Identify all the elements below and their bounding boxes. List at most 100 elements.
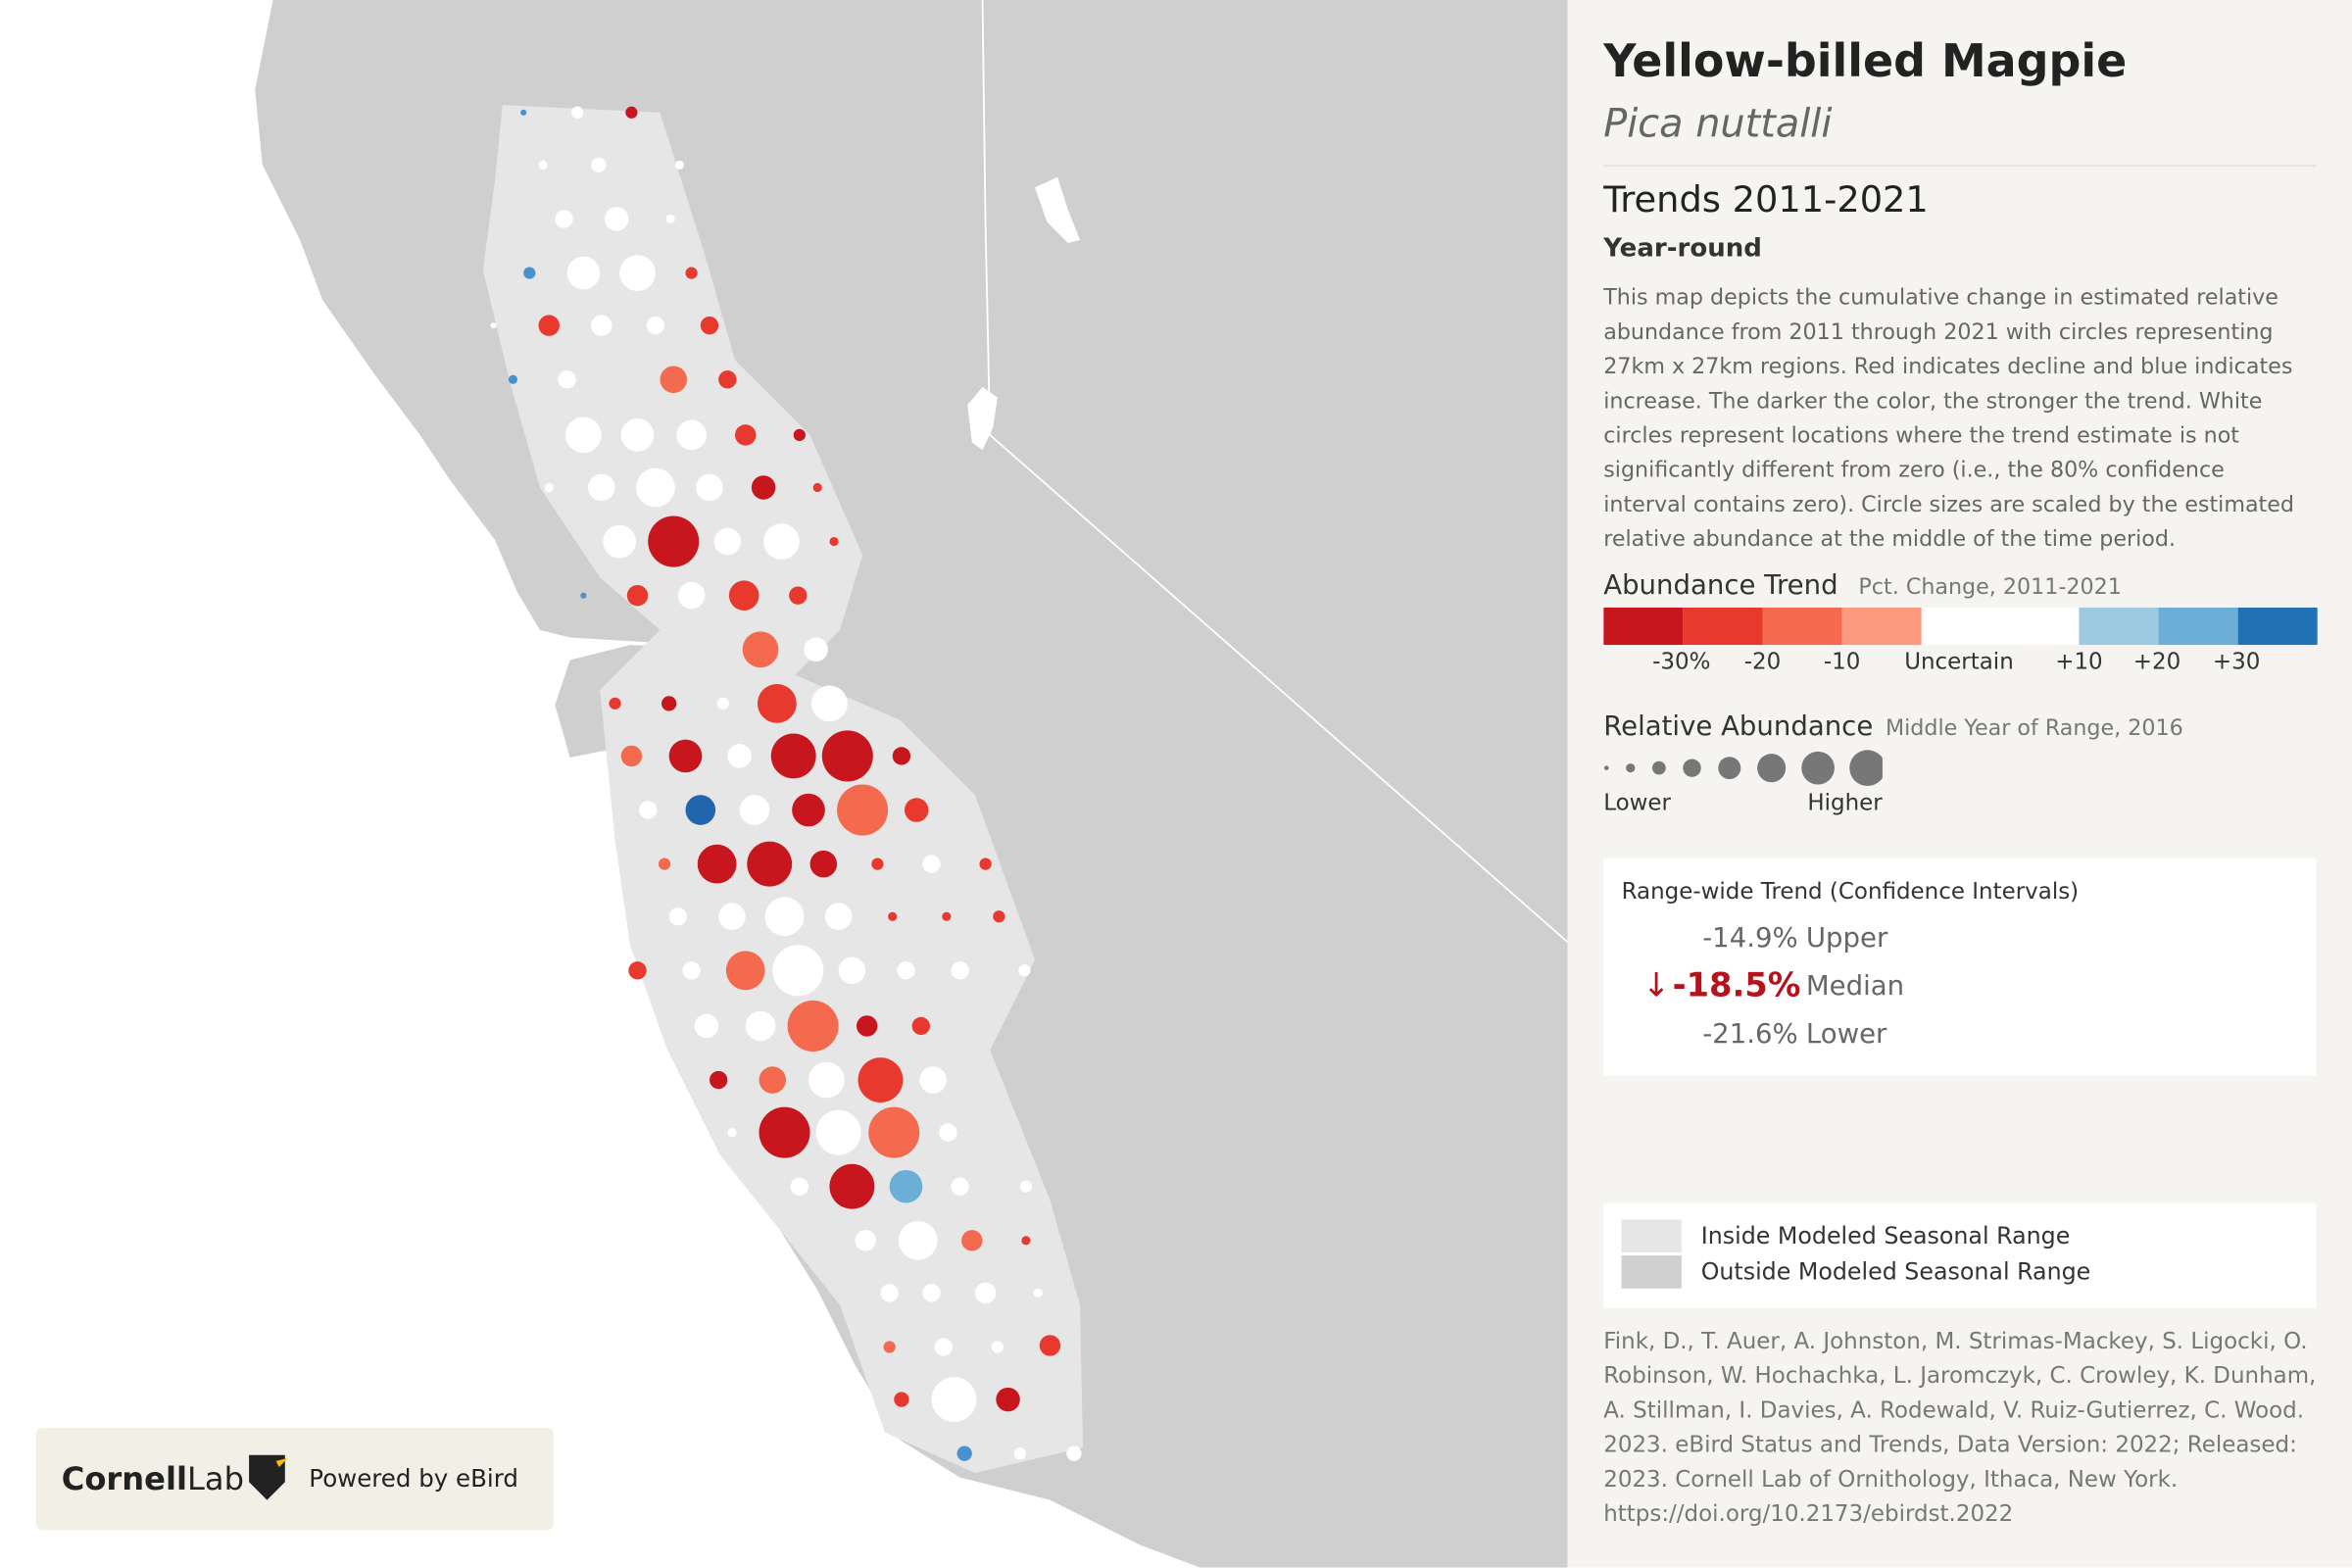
trend-circle xyxy=(674,160,684,170)
range-legend-box: Inside Modeled Seasonal Range Outside Mo… xyxy=(1603,1202,2317,1308)
trend-circle xyxy=(829,536,839,547)
trend-circle xyxy=(739,795,770,825)
trend-label: -30% xyxy=(1652,648,1711,675)
trend-label: +30 xyxy=(2212,648,2261,675)
trend-circle xyxy=(1033,1288,1043,1298)
trend-circle xyxy=(677,581,706,610)
swatch xyxy=(1921,607,2080,646)
state-border xyxy=(981,0,1568,943)
trend-circle xyxy=(523,267,536,279)
trend-circle xyxy=(883,1341,896,1353)
trend-circle xyxy=(696,473,723,502)
swatch xyxy=(1841,607,1922,646)
trend-circle xyxy=(520,109,527,116)
swatch xyxy=(1762,607,1842,646)
trend-circle xyxy=(904,798,929,822)
season: Year-round xyxy=(1603,233,1762,265)
trend-circle xyxy=(619,255,656,291)
trend-circle xyxy=(1018,964,1031,977)
trend-circle xyxy=(956,1446,972,1461)
size-dot xyxy=(1651,760,1666,775)
trend-circle xyxy=(804,637,828,662)
scientific-name: Pica nuttalli xyxy=(1603,102,1833,147)
trend-circle xyxy=(837,784,889,836)
trend-circle xyxy=(713,527,742,556)
trend-circle xyxy=(1021,1236,1031,1246)
trend-circle xyxy=(898,1220,938,1260)
trend-circle xyxy=(751,475,776,500)
trend-circle xyxy=(815,1109,861,1155)
trend-circle xyxy=(759,1106,810,1158)
abundance-low: Lower xyxy=(1603,789,1672,816)
size-dot xyxy=(1849,750,1883,787)
trend-circle xyxy=(635,467,675,508)
trend-circle xyxy=(763,523,800,560)
abundance-high: Higher xyxy=(1807,789,1883,816)
trend-circle xyxy=(544,482,554,493)
trend-circle xyxy=(697,844,737,884)
trend-circle xyxy=(665,214,675,224)
trend-circle xyxy=(587,473,615,502)
trend-circle xyxy=(603,524,636,559)
trend-circle xyxy=(871,858,884,870)
outside-swatch xyxy=(1621,1255,1682,1289)
trend-circle xyxy=(812,482,822,493)
trend-circle xyxy=(811,685,848,722)
trend-circle xyxy=(716,697,729,710)
trend-circle xyxy=(996,1387,1020,1412)
trend-circle xyxy=(919,1066,947,1094)
inside-swatch xyxy=(1621,1219,1682,1253)
trend-circle xyxy=(809,850,838,878)
trend-circle xyxy=(742,631,779,668)
trend-circle xyxy=(838,956,866,985)
trend-circle xyxy=(727,1128,737,1138)
trend-label: -10 xyxy=(1823,648,1861,675)
logo-box: CornellLab Powered by eBird xyxy=(35,1428,554,1531)
trend-circle xyxy=(1066,1446,1082,1461)
trend-circle xyxy=(709,1070,728,1090)
trend-circle xyxy=(808,1061,845,1099)
trend-circle xyxy=(620,418,655,452)
size-dot xyxy=(1801,751,1835,785)
trend-circle xyxy=(942,911,952,921)
trend-circle xyxy=(1019,1180,1033,1193)
trend-circle xyxy=(1039,1335,1061,1356)
trend-circle xyxy=(558,370,576,389)
range-wide-title: Range-wide Trend (Confidence Intervals) xyxy=(1621,877,2080,905)
swatch xyxy=(2237,607,2318,646)
trend-circle xyxy=(855,1230,876,1251)
trend-circle xyxy=(991,1341,1004,1353)
species-title: Yellow-billed Magpie xyxy=(1603,35,2128,89)
trend-circle xyxy=(734,424,757,446)
trend-circle xyxy=(700,316,719,335)
trend-label: -20 xyxy=(1743,648,1782,675)
trend-circle xyxy=(880,1284,899,1302)
trend-circle xyxy=(646,316,665,335)
trend-circle xyxy=(979,858,992,870)
brand-light: Lab xyxy=(187,1460,245,1497)
range-wide-box: Range-wide Trend (Confidence Intervals) … xyxy=(1603,858,2317,1076)
trend-color-bar xyxy=(1603,607,2318,646)
trend-circle xyxy=(747,841,793,887)
trend-circle xyxy=(868,1106,920,1158)
trend-circle xyxy=(728,580,760,611)
lake xyxy=(1035,176,1081,243)
trend-circle xyxy=(727,744,752,768)
trend-circle xyxy=(508,374,518,384)
trend-circle xyxy=(685,267,698,279)
trend-circle xyxy=(787,1000,839,1052)
abundance-dots xyxy=(1603,750,1883,787)
trend-circle xyxy=(620,745,643,767)
abundance-legend-title: Relative Abundance xyxy=(1603,710,1874,743)
trend-circle xyxy=(888,911,898,921)
trend-circle xyxy=(1013,1447,1026,1460)
trend-circle xyxy=(951,1177,969,1196)
trend-circle xyxy=(490,322,497,329)
trend-circle xyxy=(897,961,915,980)
trend-circle xyxy=(824,903,853,930)
inside-label: Inside Modeled Seasonal Range xyxy=(1700,1222,2071,1250)
brand-bold: Cornell xyxy=(61,1460,188,1497)
trend-circle xyxy=(626,584,649,607)
trend-circle xyxy=(668,907,688,926)
